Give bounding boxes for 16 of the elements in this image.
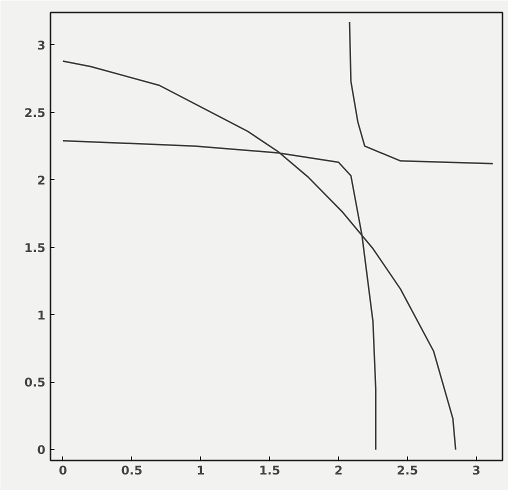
y-tick-label: 1.5: [24, 240, 46, 255]
x-tick-label: 2: [334, 464, 343, 478]
y-tick-label: 0: [37, 443, 46, 458]
y-tick-label: 2.5: [24, 106, 46, 120]
line-series: [62, 60, 456, 450]
x-tick-label: 3: [472, 464, 480, 478]
x-tick-label: 0: [58, 464, 68, 478]
x-tick-label: 1: [196, 464, 205, 478]
y-tick-label: 2: [37, 173, 46, 188]
line-series: [348, 21, 494, 164]
y-tick-label: 3: [37, 38, 46, 52]
x-tick-label: 2.5: [396, 464, 418, 478]
x-tick-label: 0.5: [121, 464, 142, 478]
x-tick-label: 1.5: [258, 464, 280, 478]
y-tick-label: 1: [37, 308, 46, 322]
y-tick-label: 0.5: [24, 376, 46, 390]
